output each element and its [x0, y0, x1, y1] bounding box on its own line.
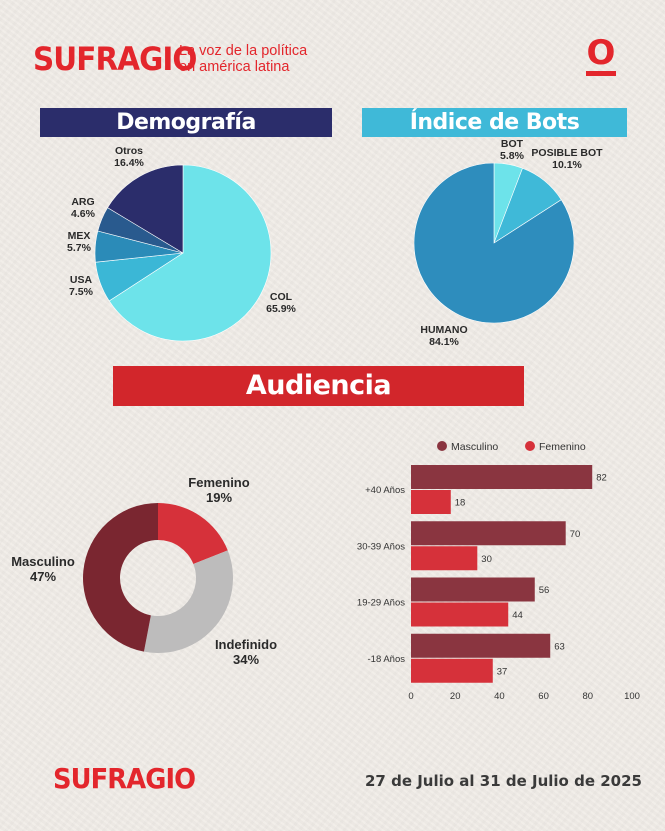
bar-femenino-30-39-a-os	[411, 546, 478, 571]
banner-demografia: Demografía	[40, 108, 332, 137]
bar-value-femenino-19-29-a-os: 44	[512, 610, 523, 621]
label-otros: Otros 16.4%	[114, 145, 144, 169]
x-tick-0: 0	[408, 691, 413, 702]
bar-masculino-30-39-a-os	[411, 521, 566, 546]
bar-value-masculino-18-a-os: 63	[554, 641, 565, 652]
legend-marker-femenino	[525, 441, 535, 451]
pie-slice-masculino	[83, 503, 158, 652]
bar-femenino-19-29-a-os	[411, 602, 509, 627]
category-label-19-29-a-os: 19-29 Años	[357, 598, 405, 609]
tagline-line-1: La voz de la política	[179, 43, 308, 59]
tagline-line-2: en américa latina	[179, 59, 290, 75]
logo-mark-icon: O	[584, 36, 618, 78]
brand-logo: SUFRAGIO	[33, 40, 197, 78]
demografia-pie-chart	[94, 164, 272, 342]
label-mex: MEX 5.7%	[67, 230, 91, 254]
label-posible-bot: POSIBLE BOT 10.1%	[531, 147, 603, 171]
legend-label-femenino: Femenino	[539, 441, 586, 453]
pie-slice-otros	[107, 164, 184, 254]
banner-bots: Índice de Bots	[362, 108, 627, 137]
banner-audiencia: Audiencia	[113, 366, 524, 406]
label-indefinido: Indefinido 34%	[214, 637, 278, 667]
pie-slice-indefinido	[143, 550, 233, 653]
label-col: COL 65.9%	[266, 291, 296, 315]
category-label-18-a-os: -18 Años	[368, 654, 406, 665]
label-femenino: Femenino 19%	[188, 475, 250, 505]
category-label-40-a-os: +40 Años	[365, 485, 405, 496]
bots-pie-chart	[414, 163, 574, 323]
bar-value-femenino-40-a-os: 18	[455, 498, 466, 509]
logo-mark-underline	[586, 71, 616, 76]
x-tick-80: 80	[583, 691, 594, 702]
logo-mark-glyph: O	[586, 33, 616, 73]
legend-label-masculino: Masculino	[451, 441, 498, 453]
label-bot: BOT 5.8%	[500, 138, 524, 162]
bar-value-masculino-30-39-a-os: 70	[570, 529, 581, 540]
footer-date-range: 27 de Julio al 31 de Julio de 2025	[365, 772, 642, 790]
bar-masculino-19-29-a-os	[411, 577, 535, 602]
footer-brand-logo: SUFRAGIO	[53, 762, 196, 795]
bar-value-femenino-18-a-os: 37	[497, 666, 508, 677]
bar-value-femenino-30-39-a-os: 30	[481, 554, 492, 565]
legend-marker-masculino	[437, 441, 447, 451]
audiencia-donut-chart	[83, 503, 233, 653]
label-humano: HUMANO 84.1%	[420, 324, 468, 348]
pie-slice-femenino	[158, 503, 228, 565]
label-arg: ARG 4.6%	[71, 196, 95, 220]
bar-value-masculino-40-a-os: 82	[596, 473, 607, 484]
x-tick-100: 100	[624, 691, 640, 702]
bar-masculino-18-a-os	[411, 633, 551, 658]
label-usa: USA 7.5%	[69, 274, 93, 298]
bar-value-masculino-19-29-a-os: 56	[539, 585, 550, 596]
bar-femenino-18-a-os	[411, 658, 493, 683]
audiencia-edad-bar-chart: Masculino Femenino +40 Años 82 18 30-39 Años 7…	[357, 441, 640, 702]
bar-masculino-40-a-os	[411, 465, 593, 489]
tagline: La voz de la política en américa latina	[179, 43, 307, 75]
label-masculino: Masculino 47%	[11, 554, 75, 584]
x-tick-60: 60	[538, 691, 549, 702]
category-label-30-39-a-os: 30-39 Años	[357, 541, 405, 552]
bar-femenino-40-a-os	[411, 490, 451, 514]
x-tick-20: 20	[450, 691, 461, 702]
pie-slice-humano	[414, 163, 574, 323]
pie-slice-col	[108, 164, 272, 342]
x-tick-40: 40	[494, 691, 505, 702]
